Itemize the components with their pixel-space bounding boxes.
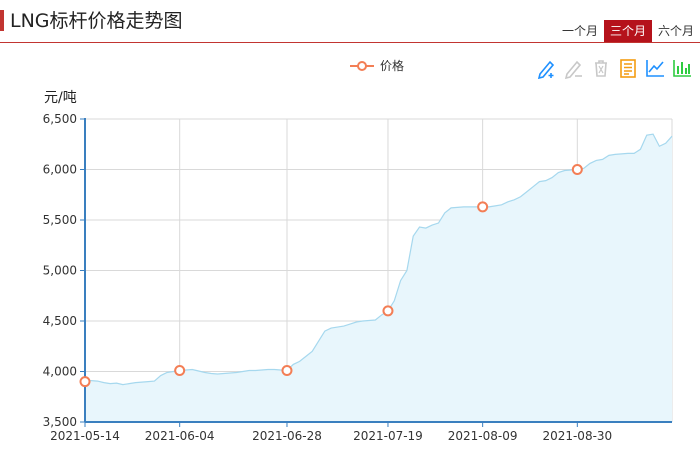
data-view-icon[interactable] <box>617 57 639 79</box>
series-area <box>85 134 672 422</box>
mark-undo-icon[interactable] <box>563 57 585 79</box>
data-point-marker <box>571 164 583 175</box>
mark-clear-icon[interactable] <box>590 57 612 79</box>
mark-icon[interactable] <box>536 57 558 79</box>
data-point-marker <box>382 305 394 317</box>
y-tick-label: 4,500 <box>43 314 77 328</box>
data-point-marker <box>281 364 293 376</box>
data-point-marker <box>79 376 91 388</box>
x-tick-label: 2021-05-14 <box>50 429 120 443</box>
legend-series-label: 价格 <box>380 59 405 73</box>
data-point-marker <box>477 201 489 213</box>
period-tabs: 一个月 三个月 六个月 <box>556 20 700 42</box>
y-axis-unit-label: 元/吨 <box>44 90 77 106</box>
tab-one-month[interactable]: 一个月 <box>561 24 598 38</box>
tab-six-months[interactable]: 六个月 <box>657 24 694 38</box>
y-tick-label: 3,500 <box>43 415 77 429</box>
page-title: LNG标杆价格走势图 <box>10 10 183 32</box>
x-tick-label: 2021-06-28 <box>252 429 322 443</box>
line-switch-icon[interactable] <box>644 57 666 79</box>
y-tick-label: 6,500 <box>43 112 77 126</box>
x-tick-label: 2021-08-30 <box>542 429 612 443</box>
bar-switch-icon[interactable] <box>671 57 693 79</box>
legend-series-icon <box>350 60 374 71</box>
data-point-marker <box>174 364 186 376</box>
y-tick-label: 6,000 <box>43 163 77 177</box>
y-tick-label: 5,000 <box>43 264 77 278</box>
title-accent-bar <box>0 10 4 31</box>
tab-three-months[interactable]: 三个月 <box>603 20 652 42</box>
header: LNG标杆价格走势图 一个月 三个月 六个月 <box>0 0 700 43</box>
x-tick-label: 2021-08-09 <box>448 429 518 443</box>
y-tick-label: 4,000 <box>43 365 77 379</box>
y-tick-label: 5,500 <box>43 213 77 227</box>
x-tick-label: 2021-06-04 <box>145 429 215 443</box>
x-tick-label: 2021-07-19 <box>353 429 423 443</box>
chart-toolbox <box>536 57 698 79</box>
chart-legend[interactable]: 价格 <box>350 57 404 74</box>
